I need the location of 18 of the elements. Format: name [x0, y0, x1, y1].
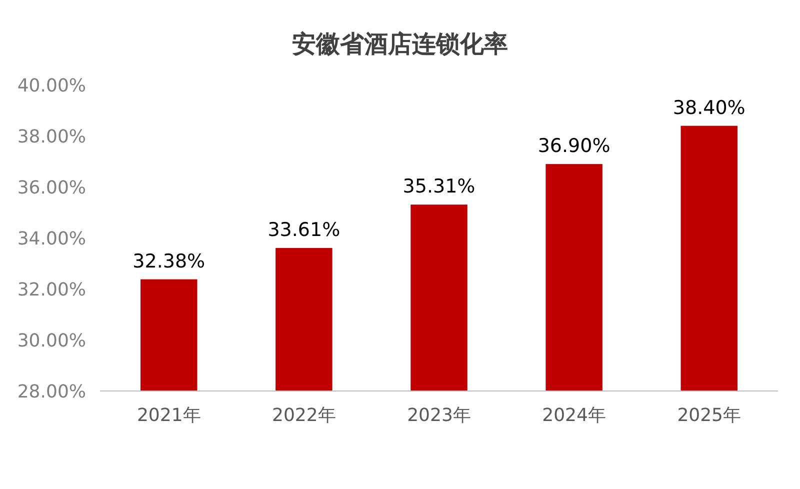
chart-title: 安徽省酒店连锁化率	[292, 30, 508, 58]
y-tick-label: 28.00%	[17, 381, 86, 402]
x-tick-label: 2022年	[272, 405, 336, 426]
y-tick-label: 36.00%	[17, 177, 86, 198]
x-tick-label: 2023年	[407, 405, 471, 426]
data-label: 33.61%	[268, 218, 340, 241]
data-label: 36.90%	[538, 135, 610, 158]
y-tick-label: 38.00%	[17, 126, 86, 148]
data-label: 35.31%	[402, 176, 476, 198]
y-tick-label: 40.00%	[17, 75, 86, 96]
x-tick-label: 2025年	[677, 405, 742, 426]
data-label: 32.38%	[132, 250, 206, 272]
y-tick-label: 34.00%	[17, 228, 86, 250]
x-tick-label: 2021年	[136, 405, 201, 426]
y-tick-label: 32.00%	[17, 279, 86, 300]
y-tick-label: 30.00%	[17, 330, 86, 352]
x-tick-label: 2024年	[542, 405, 606, 426]
data-label: 38.40%	[672, 96, 746, 119]
